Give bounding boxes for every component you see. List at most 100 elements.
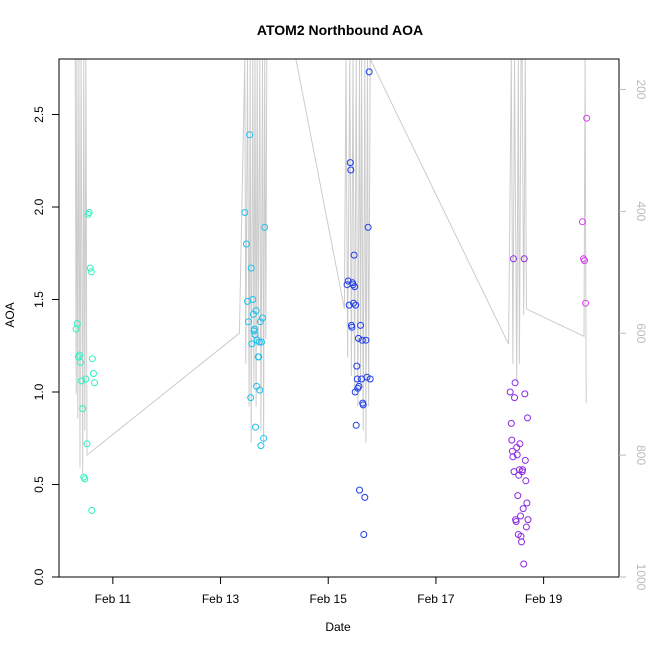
data-point [348, 323, 356, 331]
data-point [90, 370, 97, 377]
data-point [241, 209, 249, 216]
data-point [248, 340, 256, 348]
data-point [352, 301, 360, 309]
right-tick-label: 600 [634, 323, 648, 343]
y-tick-label: 1.0 [32, 383, 46, 400]
y-tick-label: 0.5 [32, 476, 46, 493]
data-point [351, 283, 359, 291]
data-point [86, 264, 94, 272]
data-point [258, 338, 265, 346]
data-point [245, 318, 252, 326]
data-point [87, 268, 95, 276]
data-point [83, 440, 91, 448]
plot-frame [58, 58, 620, 578]
series-2 [343, 68, 374, 538]
data-point [519, 466, 527, 474]
chart-title: ATOM2 Northbound AOA [257, 22, 423, 38]
data-point [355, 382, 363, 390]
x-axis: Feb 11 Feb 13 Feb 15 Feb 17 Feb 19 [95, 577, 563, 606]
data-point [259, 314, 266, 322]
data-point [344, 277, 352, 285]
data-point [513, 451, 521, 459]
data-point [353, 375, 361, 383]
data-point [252, 423, 259, 431]
y-tick-label: 2.0 [32, 198, 46, 215]
data-point [347, 166, 355, 174]
series-4 [578, 114, 591, 307]
data-point [352, 421, 360, 429]
data-point [260, 434, 268, 442]
data-point [76, 351, 83, 359]
x-tick-label: Feb 13 [202, 592, 240, 606]
data-point [509, 453, 517, 461]
data-point [511, 394, 518, 402]
data-point [350, 299, 357, 307]
data-point [364, 223, 372, 231]
y-axis-label: AOA [3, 302, 17, 327]
data-point [246, 131, 254, 139]
data-point [73, 320, 81, 327]
data-point [578, 218, 586, 226]
x-tick-label: Feb 15 [310, 592, 348, 606]
data-point [518, 538, 525, 546]
data-point [520, 255, 528, 263]
right-tick-label: 400 [634, 201, 648, 221]
data-point [91, 379, 98, 387]
data-point [366, 375, 374, 383]
data-point [365, 68, 373, 76]
series-3 [506, 255, 532, 568]
y-tick-label: 0.0 [32, 568, 46, 585]
data-point [362, 336, 370, 344]
data-point [256, 386, 264, 394]
data-point [507, 419, 515, 427]
data-point [255, 353, 263, 361]
y-tick-label: 1.5 [32, 291, 46, 308]
data-point [354, 334, 362, 342]
right-tick-label: 1000 [634, 564, 648, 591]
data-point [510, 255, 517, 263]
data-point [506, 388, 514, 396]
data-point [512, 518, 520, 525]
data-point [247, 394, 255, 402]
data-point [88, 355, 96, 363]
data-point [524, 516, 532, 524]
data-point [522, 523, 530, 531]
data-point [85, 209, 93, 216]
data-point [516, 440, 524, 448]
data-point [249, 296, 257, 303]
data-point [511, 379, 519, 387]
series-0 [72, 209, 98, 514]
data-point [517, 512, 524, 520]
data-point [360, 531, 368, 538]
data-point [88, 506, 96, 514]
data-point [524, 414, 531, 422]
data-point [521, 456, 529, 464]
data-point [346, 159, 354, 167]
data-point [78, 377, 86, 385]
data-point [349, 281, 357, 289]
data-point [247, 264, 255, 272]
data-point [256, 318, 264, 326]
data-point [522, 477, 530, 485]
data-point [252, 307, 260, 315]
data-point [357, 321, 364, 329]
data-point [581, 257, 588, 265]
data-point [521, 390, 529, 398]
series-1 [241, 131, 269, 450]
x-axis-label: Date [325, 620, 351, 634]
data-point [350, 251, 358, 259]
data-point [520, 560, 528, 568]
y-axis: 0.0 0.5 1.0 1.5 2.0 2.5 [32, 106, 59, 585]
data-point [79, 405, 87, 413]
data-point [255, 338, 263, 346]
right-axis: 200 400 600 800 1000 [619, 79, 648, 591]
data-point [81, 475, 89, 483]
data-point [361, 493, 369, 501]
points-layer [72, 68, 591, 568]
y-tick-label: 2.5 [32, 106, 46, 123]
data-point [356, 486, 363, 494]
data-point [508, 436, 516, 444]
data-point [353, 362, 361, 370]
data-point [514, 492, 522, 500]
